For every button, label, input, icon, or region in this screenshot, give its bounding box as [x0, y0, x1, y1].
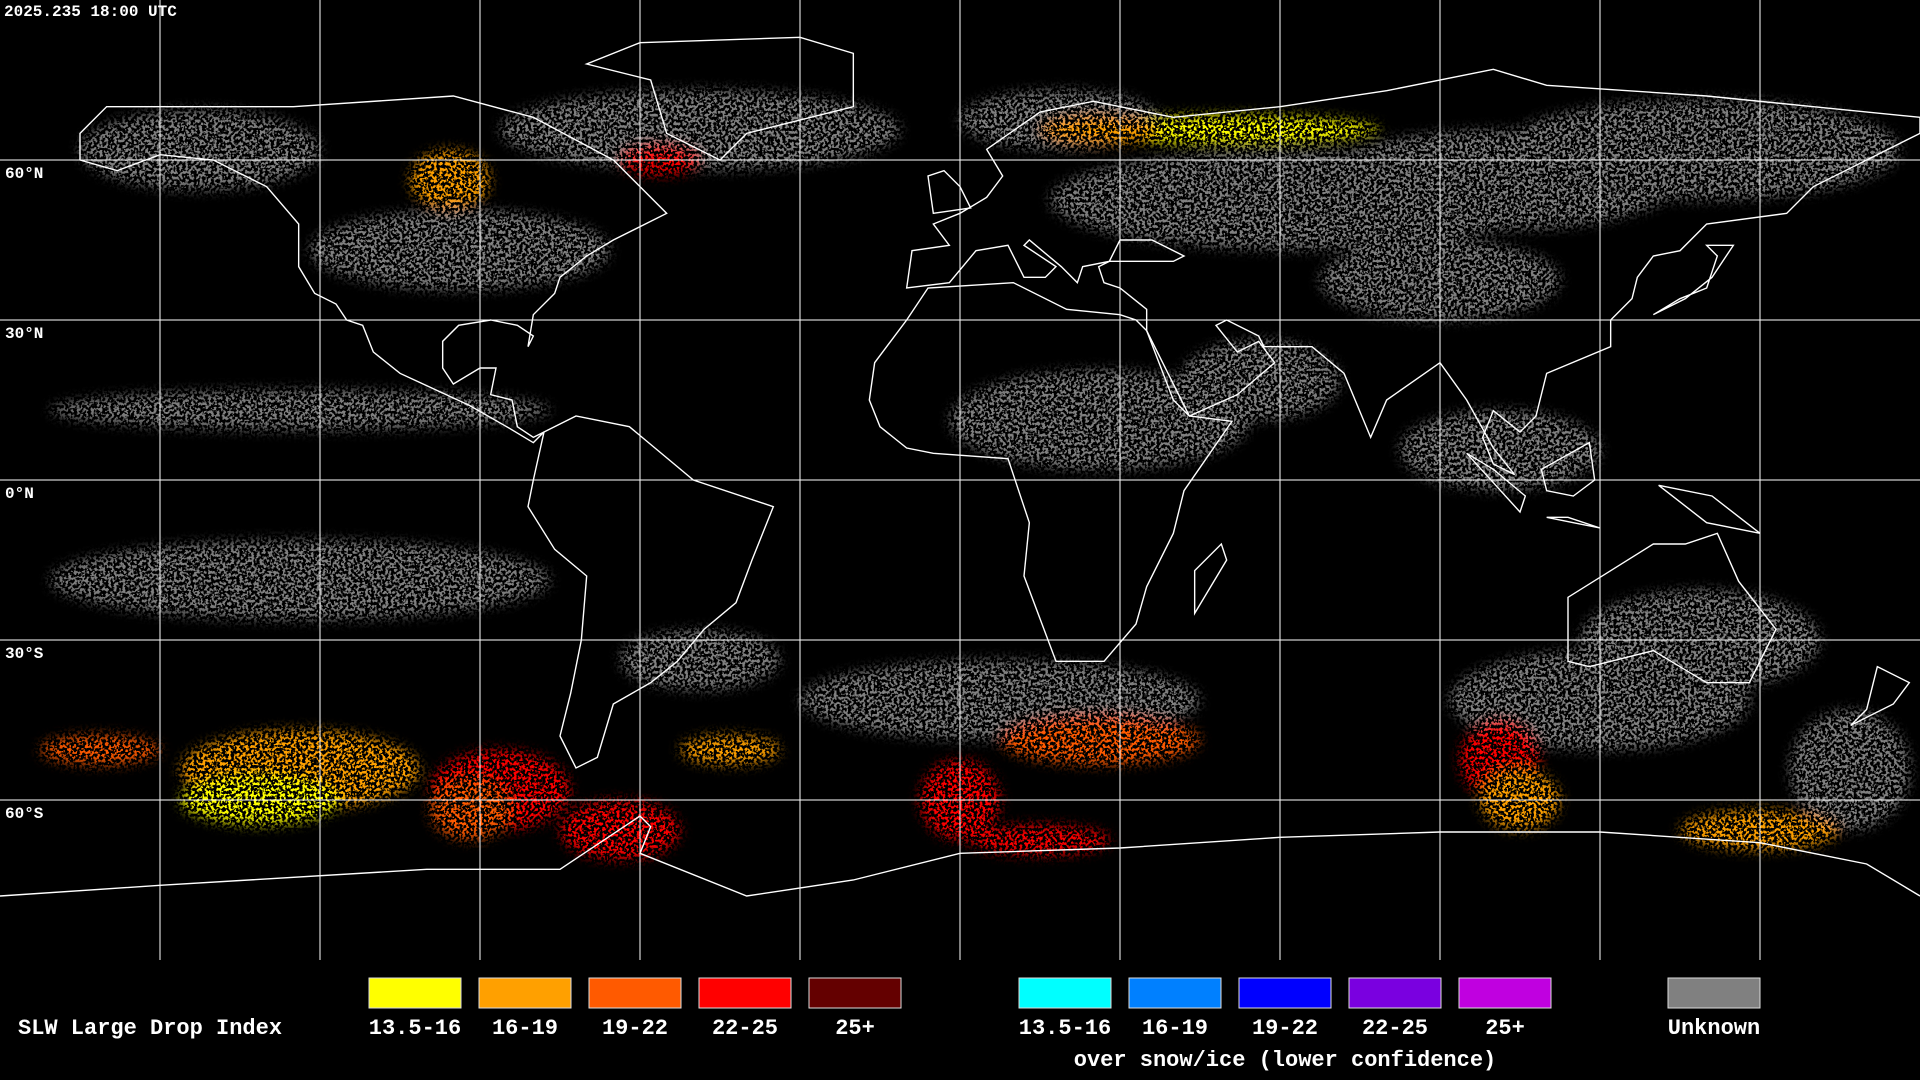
lat-labels: 60°N 30°N 0°N 30°S 60°S	[5, 165, 44, 823]
legend-swatch	[478, 977, 572, 1009]
legend-label: 25+	[1485, 1016, 1525, 1041]
legend-swatch	[698, 977, 792, 1009]
timestamp: 2025.235 18:00 UTC	[4, 3, 177, 21]
legend-swatch	[1238, 977, 1332, 1009]
legend-label: 25+	[835, 1016, 875, 1041]
legend-swatch	[588, 977, 682, 1009]
legend-label: 13.5-16	[1019, 1016, 1111, 1041]
lat-label: 30°N	[5, 325, 43, 343]
lat-label: 60°S	[5, 805, 44, 823]
legend-label: Unknown	[1668, 1016, 1760, 1041]
legend-label: 19-22	[1252, 1016, 1318, 1041]
legend-swatch	[1458, 977, 1552, 1009]
legend-title: SLW Large Drop Index	[18, 1016, 282, 1041]
legend-caption: over snow/ice (lower confidence)	[1074, 1048, 1496, 1073]
legend-swatch	[1667, 977, 1761, 1009]
legend-label: 19-22	[602, 1016, 668, 1041]
legend-label: 22-25	[1362, 1016, 1428, 1041]
legend-swatch	[1128, 977, 1222, 1009]
legend-swatch	[1348, 977, 1442, 1009]
legend-label: 16-19	[492, 1016, 558, 1041]
lat-label: 60°N	[5, 165, 43, 183]
legend-swatch	[368, 977, 462, 1009]
coastlines	[0, 37, 1920, 896]
legend-label: 22-25	[712, 1016, 778, 1041]
legend-label: 13.5-16	[369, 1016, 461, 1041]
legend-label: 16-19	[1142, 1016, 1208, 1041]
lat-label: 30°S	[5, 645, 44, 663]
lat-label: 0°N	[5, 485, 34, 503]
legend-swatch	[808, 977, 902, 1009]
legend-swatch	[1018, 977, 1112, 1009]
graticule	[0, 0, 1920, 960]
legend: SLW Large Drop Index 13.5-16 16-19 19-22 22-…	[18, 977, 1761, 1073]
legend-panel	[0, 960, 1920, 1080]
